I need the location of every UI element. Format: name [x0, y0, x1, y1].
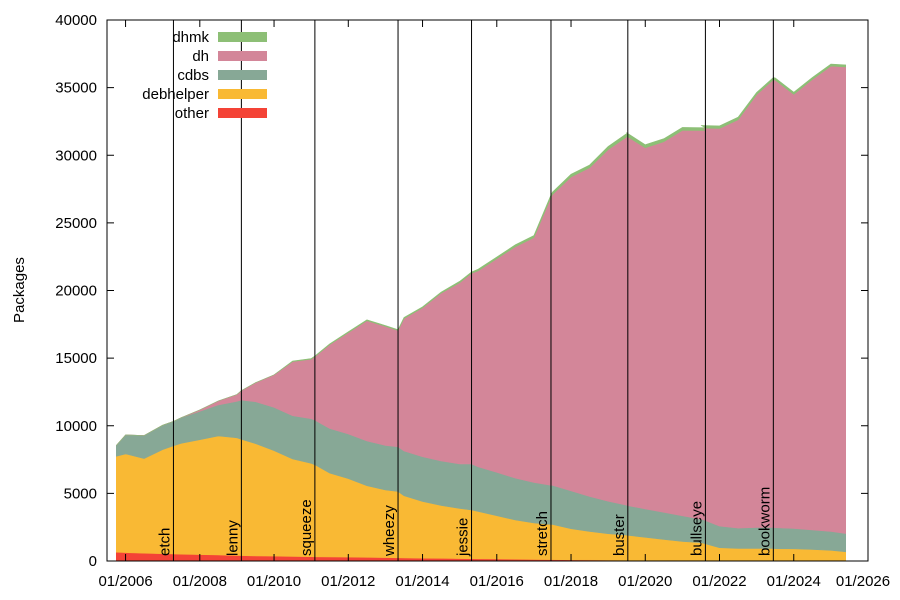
release-label-bookworm: bookworm — [756, 487, 773, 556]
y-tick-label: 40000 — [55, 12, 97, 29]
x-tick-label: 01/2024 — [767, 573, 821, 590]
y-tick-label: 25000 — [55, 215, 97, 232]
legend-label-other: other — [175, 105, 209, 122]
legend-label-debhelper: debhelper — [142, 86, 209, 103]
release-label-bullseye: bullseye — [688, 501, 705, 556]
x-tick-label: 01/2012 — [321, 573, 375, 590]
y-tick-label: 0 — [89, 553, 97, 570]
legend-label-dhmk: dhmk — [172, 29, 209, 46]
release-label-etch: etch — [156, 528, 173, 556]
legend: dhmk dh cdbs debhelper other — [142, 29, 267, 122]
y-axis: 0 5000 10000 15000 20000 25000 30000 35000 40000 — [55, 12, 868, 570]
release-label-stretch: stretch — [534, 511, 551, 556]
release-label-squeeze: squeeze — [298, 499, 315, 556]
legend-swatch-debhelper — [218, 89, 267, 99]
release-label-lenny: lenny — [224, 520, 241, 556]
release-label-wheezy: wheezy — [381, 505, 398, 557]
y-axis-label: Packages — [11, 257, 28, 323]
legend-swatch-other — [218, 108, 267, 118]
x-tick-label: 01/2008 — [173, 573, 227, 590]
legend-label-cdbs: cdbs — [177, 67, 209, 84]
y-tick-label: 35000 — [55, 80, 97, 97]
release-label-buster: buster — [611, 514, 628, 556]
release-labels: etch lenny squeeze wheezy jessie stretch buste… — [156, 487, 773, 557]
legend-label-dh: dh — [192, 48, 209, 65]
y-tick-label: 30000 — [55, 147, 97, 164]
legend-swatch-dh — [218, 51, 267, 61]
x-tick-label: 01/2022 — [692, 573, 746, 590]
legend-swatch-cdbs — [218, 70, 267, 80]
x-tick-label: 01/2016 — [470, 573, 524, 590]
y-tick-label: 5000 — [64, 485, 97, 502]
release-label-jessie: jessie — [455, 518, 472, 557]
y-tick-label: 15000 — [55, 350, 97, 367]
area-dhmk — [116, 63, 846, 446]
x-tick-label: 01/2014 — [395, 573, 449, 590]
y-tick-label: 10000 — [55, 418, 97, 435]
legend-swatch-dhmk — [218, 32, 267, 42]
x-tick-label: 01/2018 — [544, 573, 598, 590]
x-tick-label: 01/2026 — [836, 573, 890, 590]
x-tick-label: 01/2020 — [618, 573, 672, 590]
series-areas — [116, 63, 846, 562]
x-tick-label: 01/2010 — [247, 573, 301, 590]
x-axis: 01/2006 01/2008 01/2010 01/2012 01/2014 01/20… — [98, 20, 890, 590]
x-tick-label: 01/2006 — [98, 573, 152, 590]
y-tick-label: 20000 — [55, 283, 97, 300]
